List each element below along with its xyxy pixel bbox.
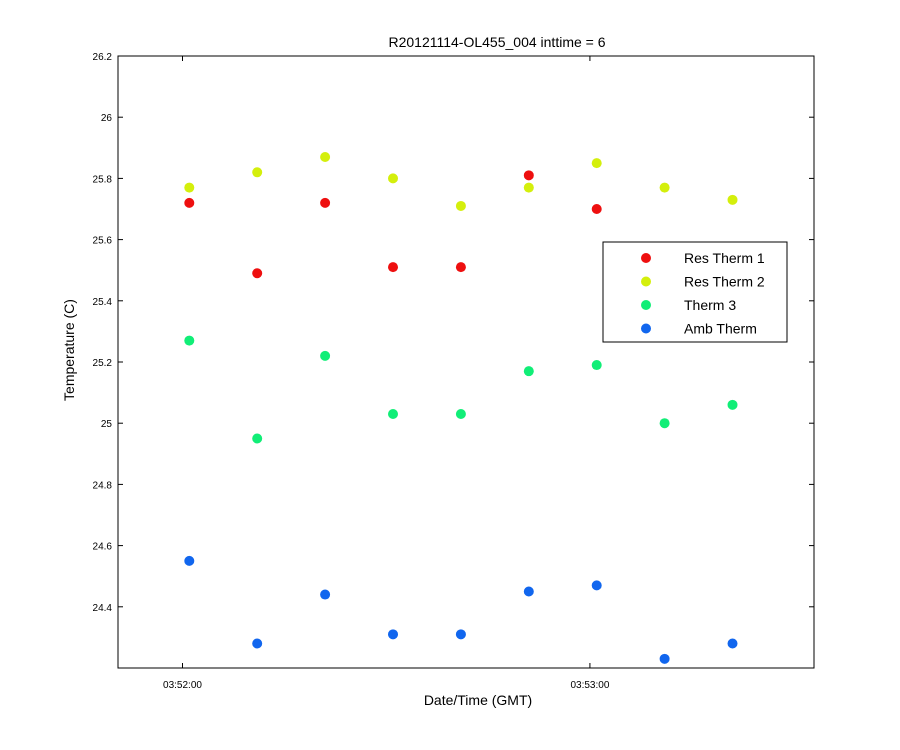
point-amb-therm: [591, 580, 602, 591]
x-axis: 03:52:00 03:53:00: [163, 56, 610, 691]
point-res-therm-1: [388, 262, 399, 273]
y-tick-label: 24.8: [93, 480, 113, 491]
point-therm-3: [184, 335, 195, 346]
y-axis-label: Temperature (C): [61, 299, 77, 401]
point-amb-therm: [320, 589, 331, 600]
data-points: [184, 151, 738, 664]
x-axis-label: Date/Time (GMT): [424, 692, 532, 708]
y-tick-label: 25.4: [93, 297, 113, 308]
point-res-therm-1: [320, 197, 331, 208]
legend-label: Res Therm 2: [684, 274, 765, 290]
point-therm-3: [252, 433, 263, 444]
legend-marker: [641, 300, 651, 310]
point-therm-3: [727, 399, 738, 410]
point-amb-therm: [388, 629, 399, 640]
point-amb-therm: [252, 638, 263, 649]
point-therm-3: [455, 409, 466, 420]
point-res-therm-1: [455, 262, 466, 273]
point-therm-3: [388, 409, 399, 420]
chart-title: R20121114-OL455_004 inttime = 6: [388, 34, 605, 50]
point-therm-3: [591, 360, 602, 371]
point-res-therm-2: [523, 182, 534, 193]
point-amb-therm: [523, 586, 534, 597]
point-therm-3: [523, 366, 534, 377]
point-res-therm-2: [184, 182, 195, 193]
point-amb-therm: [184, 555, 195, 566]
point-amb-therm: [455, 629, 466, 640]
point-res-therm-2: [727, 194, 738, 205]
y-tick-label: 26: [101, 113, 113, 124]
point-therm-3: [320, 350, 331, 361]
point-amb-therm: [659, 653, 670, 664]
y-tick-label: 24.6: [93, 542, 113, 553]
point-res-therm-1: [252, 268, 263, 279]
point-res-therm-2: [591, 158, 602, 169]
point-amb-therm: [727, 638, 738, 649]
point-res-therm-2: [320, 151, 331, 162]
legend-label: Therm 3: [684, 297, 736, 313]
y-tick-label: 25.6: [93, 236, 113, 247]
point-res-therm-1: [523, 170, 534, 181]
point-therm-3: [659, 418, 670, 429]
point-res-therm-2: [659, 182, 670, 193]
y-axis: 24.4 24.6 24.8 25 25.2 25.4 25.6 25.8 26 26.2: [93, 52, 814, 614]
legend-marker: [641, 276, 651, 287]
y-tick-label: 25.2: [93, 358, 113, 369]
x-tick-label: 03:52:00: [163, 680, 202, 691]
point-res-therm-2: [252, 167, 263, 178]
y-tick-label: 24.4: [93, 603, 113, 614]
legend-marker: [641, 323, 651, 334]
y-tick-label: 25.8: [93, 174, 113, 185]
legend-box: [602, 241, 788, 343]
legend: Res Therm 1 Res Therm 2 Therm 3 Amb Therm: [602, 241, 788, 343]
x-tick-label: 03:53:00: [570, 680, 609, 691]
y-tick-label: 25: [101, 419, 113, 430]
legend-label: Amb Therm: [684, 321, 757, 337]
point-res-therm-1: [591, 204, 602, 214]
point-res-therm-1: [184, 197, 195, 208]
point-res-therm-2: [455, 200, 466, 211]
point-res-therm-2: [388, 173, 399, 184]
y-tick-label: 26.2: [93, 52, 113, 63]
legend-marker: [641, 253, 651, 263]
legend-label: Res Therm 1: [684, 250, 765, 266]
